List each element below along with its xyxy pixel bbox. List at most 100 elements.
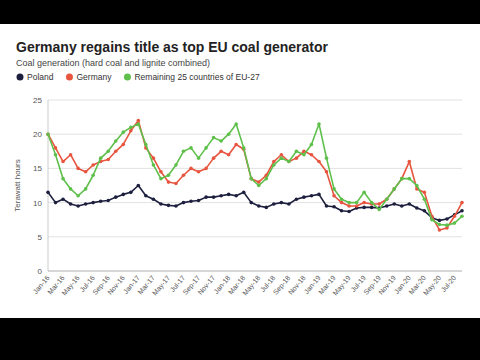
legend-label: Germany — [76, 72, 112, 82]
point — [182, 150, 186, 154]
point — [212, 156, 216, 160]
point — [249, 177, 253, 181]
point — [453, 221, 457, 225]
point — [197, 156, 201, 160]
point — [445, 217, 449, 221]
point — [121, 143, 125, 147]
point — [227, 153, 231, 157]
point — [415, 184, 419, 188]
legend-label: Poland — [27, 72, 54, 82]
point — [400, 204, 404, 208]
point — [114, 150, 118, 154]
point — [114, 139, 118, 143]
point — [257, 184, 261, 188]
point — [385, 197, 389, 201]
point — [325, 204, 329, 208]
point — [257, 204, 261, 208]
letterbox — [0, 0, 480, 360]
legend-swatch — [124, 74, 131, 81]
point — [219, 139, 223, 143]
point — [377, 208, 381, 212]
point — [415, 206, 419, 210]
point — [362, 201, 366, 205]
point — [408, 160, 412, 164]
point — [219, 150, 223, 154]
point — [189, 199, 193, 203]
point — [189, 146, 193, 150]
point — [445, 223, 449, 227]
point — [325, 156, 329, 160]
y-tick-label: 10 — [33, 199, 42, 208]
point — [69, 153, 73, 157]
y-tick-label: 25 — [33, 96, 42, 105]
point — [212, 136, 216, 140]
point — [242, 146, 246, 150]
point — [377, 202, 381, 206]
point — [137, 122, 141, 126]
point — [189, 167, 193, 171]
x-tick-label: May-19 — [331, 274, 352, 297]
point — [295, 197, 299, 201]
point — [219, 194, 223, 198]
point — [234, 194, 238, 198]
point — [159, 170, 163, 174]
grid-line — [48, 168, 462, 169]
point — [159, 202, 163, 206]
point — [317, 193, 321, 197]
point — [129, 191, 133, 195]
point — [355, 204, 359, 208]
point — [392, 187, 396, 191]
series-line — [48, 124, 462, 225]
point — [174, 163, 178, 167]
point — [46, 132, 50, 136]
grid-line — [48, 271, 462, 272]
point — [287, 160, 291, 164]
point — [197, 170, 201, 174]
point — [129, 129, 133, 133]
point — [174, 204, 178, 208]
point — [408, 202, 412, 206]
y-tick-label: 20 — [33, 130, 42, 139]
point — [355, 201, 359, 205]
point — [287, 160, 291, 164]
point — [392, 202, 396, 206]
point — [91, 201, 95, 205]
x-tick-label: May-17 — [151, 274, 172, 297]
subtitle: Coal generation (hard coal and lignite c… — [16, 58, 210, 68]
point — [76, 204, 80, 208]
point — [46, 132, 50, 136]
point — [430, 218, 434, 222]
point — [174, 182, 178, 186]
point — [310, 143, 314, 147]
point — [438, 228, 442, 232]
point — [332, 205, 336, 209]
point — [392, 187, 396, 191]
point — [197, 199, 201, 203]
legend-swatch — [17, 74, 24, 81]
point — [302, 153, 306, 157]
panel — [0, 24, 480, 318]
point — [152, 197, 156, 201]
point — [144, 194, 148, 198]
x-tick-label: May-16 — [61, 274, 82, 297]
point — [272, 202, 276, 206]
point — [317, 122, 321, 126]
point — [91, 163, 95, 167]
point — [84, 202, 88, 206]
point — [460, 209, 464, 213]
point — [340, 209, 344, 213]
point — [362, 191, 366, 195]
point — [137, 119, 141, 123]
point — [302, 195, 306, 199]
point — [204, 146, 208, 150]
point — [332, 187, 336, 191]
point — [325, 170, 329, 174]
point — [249, 201, 253, 205]
chart: Germany regains title as top EU coal gen… — [0, 0, 480, 360]
point — [54, 201, 58, 205]
point — [167, 180, 171, 184]
point — [99, 156, 103, 160]
point — [152, 163, 156, 167]
point — [204, 195, 208, 199]
point — [69, 187, 73, 191]
